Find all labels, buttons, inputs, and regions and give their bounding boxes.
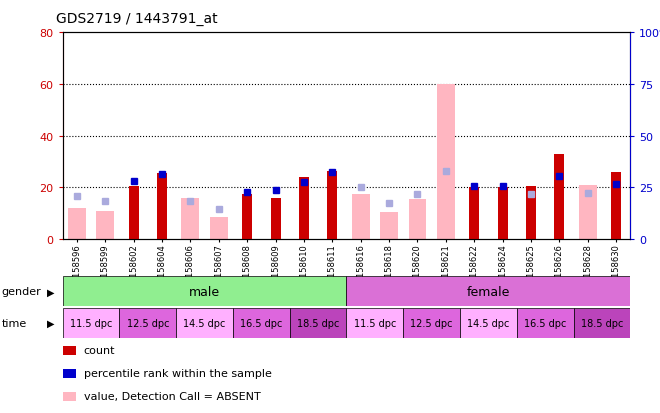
- Bar: [437, 85, 455, 240]
- Text: 11.5 dpc: 11.5 dpc: [70, 318, 112, 328]
- Bar: [290, 309, 346, 338]
- Text: 16.5 dpc: 16.5 dpc: [524, 318, 566, 328]
- Text: 14.5 dpc: 14.5 dpc: [183, 318, 226, 328]
- Bar: [346, 309, 403, 338]
- Bar: [242, 195, 252, 240]
- Bar: [129, 187, 139, 240]
- Bar: [380, 212, 398, 240]
- Bar: [579, 185, 597, 240]
- Text: percentile rank within the sample: percentile rank within the sample: [84, 368, 272, 378]
- Bar: [119, 309, 176, 338]
- Bar: [271, 198, 280, 240]
- Text: female: female: [467, 285, 510, 298]
- Bar: [460, 309, 517, 338]
- Bar: [352, 195, 370, 240]
- Bar: [554, 154, 564, 240]
- Text: time: time: [1, 318, 26, 328]
- Text: count: count: [84, 346, 116, 356]
- Text: male: male: [189, 285, 220, 298]
- Bar: [346, 277, 630, 306]
- Bar: [574, 309, 630, 338]
- Bar: [526, 187, 536, 240]
- Text: 11.5 dpc: 11.5 dpc: [354, 318, 396, 328]
- Bar: [409, 199, 426, 240]
- Bar: [517, 309, 574, 338]
- Text: value, Detection Call = ABSENT: value, Detection Call = ABSENT: [84, 391, 261, 401]
- Text: 12.5 dpc: 12.5 dpc: [411, 318, 453, 328]
- Bar: [403, 309, 460, 338]
- Text: 18.5 dpc: 18.5 dpc: [581, 318, 623, 328]
- Text: 18.5 dpc: 18.5 dpc: [297, 318, 339, 328]
- Text: gender: gender: [1, 287, 41, 297]
- Bar: [63, 277, 346, 306]
- Text: ▶: ▶: [48, 287, 55, 297]
- Text: 12.5 dpc: 12.5 dpc: [127, 318, 169, 328]
- Text: GDS2719 / 1443791_at: GDS2719 / 1443791_at: [56, 12, 218, 26]
- Bar: [157, 174, 167, 240]
- Bar: [176, 309, 233, 338]
- Bar: [469, 188, 479, 240]
- Text: ▶: ▶: [48, 318, 55, 328]
- Bar: [63, 309, 119, 338]
- Bar: [68, 209, 86, 240]
- Bar: [327, 171, 337, 240]
- Text: 16.5 dpc: 16.5 dpc: [240, 318, 282, 328]
- Text: 14.5 dpc: 14.5 dpc: [467, 318, 510, 328]
- Bar: [299, 178, 309, 240]
- Bar: [182, 198, 199, 240]
- Bar: [233, 309, 290, 338]
- Bar: [96, 211, 114, 240]
- Bar: [498, 188, 508, 240]
- Bar: [210, 218, 228, 240]
- Bar: [611, 173, 621, 240]
